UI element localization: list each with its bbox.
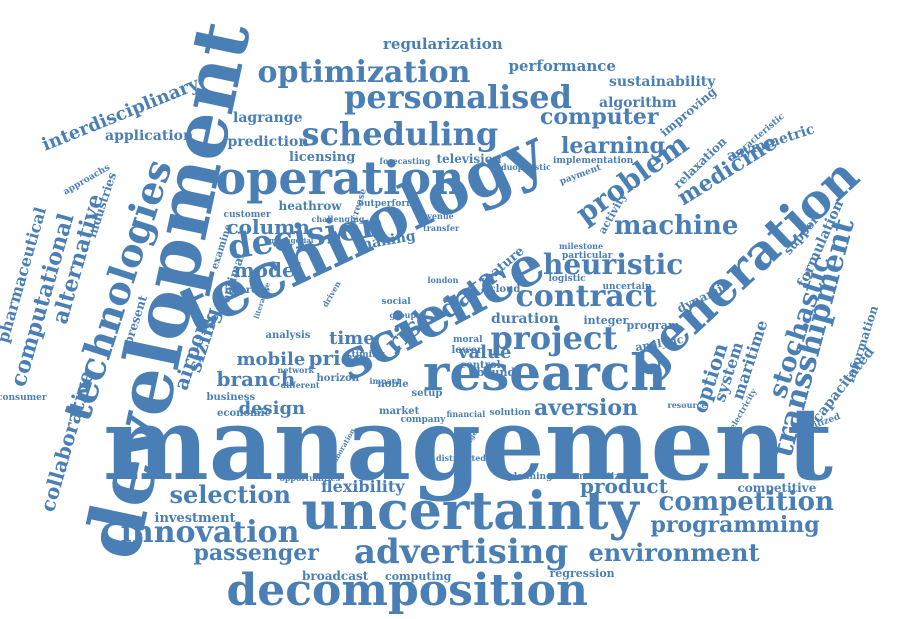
word: investment [155,512,236,525]
word: uncertain [603,283,652,292]
word: revenue [418,212,454,220]
word: planning [508,473,553,482]
word: environment [589,541,760,565]
word: performance [509,59,616,74]
word: resource [668,401,707,409]
word: horizon [317,374,360,384]
word: competitive [738,482,817,494]
word: duration [491,312,559,326]
word: prediction [228,135,309,149]
word: transfer [423,224,459,232]
word: scheduling [302,118,499,150]
word: timing [352,351,385,360]
word: particular [562,252,612,261]
word: network [278,366,315,374]
word: application [105,129,193,143]
word: duopolistic [501,163,551,171]
word: monetization [579,473,645,482]
word: regularization [383,37,503,52]
word: lower [452,346,483,356]
word: noble [378,380,409,390]
word: business [207,393,256,403]
word: licensing [289,151,355,164]
word: time [329,330,375,348]
word: setup [412,389,443,399]
word: column [227,217,310,237]
word: consumer [0,394,47,403]
word: group [390,311,417,319]
word: television [437,153,502,165]
word: solution [490,409,531,418]
word: milestone [559,242,603,250]
word: broadcast [302,570,368,582]
word: advertising [354,535,568,569]
word: different [281,381,320,389]
word: moral [453,336,483,345]
word: regression [550,568,615,579]
word: outperform [358,200,416,209]
word: aversion [534,397,638,419]
word: forecasting [380,157,431,165]
word: social [382,298,411,307]
word: logistic [549,275,586,284]
word: integer [584,315,629,326]
word: challenging [312,215,365,223]
word: bound [477,367,516,378]
word: heathrow [279,200,342,212]
word: improving [658,85,718,138]
word: programming [651,514,820,536]
word: managerial [269,237,313,244]
word: computing [385,571,451,582]
word: sustainability [609,75,715,89]
word: selection [170,483,291,507]
word: financial [447,410,486,418]
word: learning [561,135,665,157]
word: machine [614,213,738,239]
word: economic [217,409,271,419]
word: customer [224,211,271,220]
word: program [627,320,680,331]
word: company [401,416,446,425]
word: algorithm [599,96,677,110]
word: analysis [266,331,311,341]
word: optimization [258,58,471,88]
word: cloud [490,285,521,295]
word: passenger [194,542,319,564]
word: london [428,276,459,284]
word: lagrange [233,111,303,125]
